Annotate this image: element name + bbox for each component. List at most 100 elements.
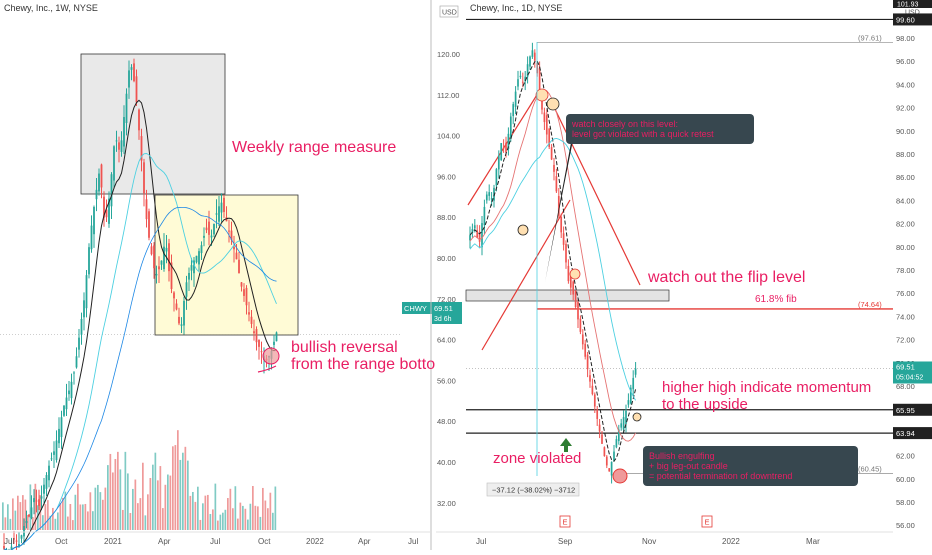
left-volume-bar [237, 518, 239, 530]
right-candle-body [584, 343, 587, 357]
left-volume-bar [227, 498, 229, 530]
right-candle-body [608, 468, 611, 472]
right-candle-body [488, 192, 491, 196]
last-price-value: 69.51 [896, 362, 915, 371]
left-volume-bar [52, 507, 54, 530]
left-candle-body [153, 245, 155, 269]
engulfing-circle [612, 468, 628, 484]
left-price-value: 69.51 [434, 304, 453, 313]
left-candle-body [208, 221, 210, 235]
left-candle-body [83, 300, 85, 318]
right-left-y-tick: 96.00 [437, 172, 456, 181]
last-price-tag [893, 361, 932, 384]
right-x-tick-label: Mar [806, 537, 820, 546]
zone-up-arrow [560, 438, 572, 452]
left-candle-body [203, 235, 205, 238]
left-reversal-underline [257, 365, 277, 373]
left-volume-bar [152, 464, 154, 530]
left-volume-bar [59, 503, 62, 530]
range-box-upper [80, 53, 226, 195]
left-reversal-circle [262, 347, 280, 365]
right-left-y-tick: 88.00 [437, 213, 456, 222]
marker-circle-5 [632, 412, 642, 422]
left-volume-bar [217, 520, 219, 530]
left-candle-body [78, 337, 80, 350]
right-candle-body [591, 385, 594, 395]
left-candle-body [130, 67, 133, 70]
right-y-tick: 90.00 [896, 127, 915, 136]
left-volume-bar [259, 516, 262, 530]
right-candle-body [512, 104, 515, 117]
right-candle-body [565, 243, 567, 263]
right-candle-body [483, 206, 486, 226]
left-candle-body [248, 312, 250, 315]
left-candle-body [20, 535, 23, 539]
left-candle-body [85, 275, 88, 309]
left-volume-bar [79, 504, 82, 530]
right-left-y-tick: 32.00 [437, 499, 456, 508]
left-candle-body [80, 318, 83, 335]
left-x-tick-label: Jul [210, 537, 220, 546]
left-volume-bar [257, 506, 259, 530]
left-ticker-name: CHWY [404, 304, 427, 313]
right-candle-body [469, 235, 471, 241]
left-volume-bar [254, 505, 257, 530]
right-candle-body [562, 233, 565, 245]
left-candle-body [173, 292, 175, 299]
fib-value: (74.64) [858, 300, 882, 309]
left-candle-body [135, 76, 138, 103]
left-candle-body [40, 496, 43, 499]
left-volume-bar [242, 505, 244, 530]
right-candle-body [579, 318, 582, 332]
right-left-y-tick: 80.00 [437, 254, 456, 263]
left-volume-bar [87, 511, 89, 530]
right-candle-body [543, 112, 546, 123]
momentum-line1: higher high indicate momentum [662, 379, 872, 396]
left-volume-bar [102, 499, 104, 530]
left-candle-body [275, 332, 278, 342]
left-candle-body [205, 227, 208, 231]
left-candle-body [55, 440, 58, 461]
right-candle-body [574, 290, 577, 307]
left-volume-bar [89, 492, 92, 530]
level-99-tag [893, 13, 932, 26]
level-63-value: 63.94 [896, 429, 915, 438]
left-volume-bar [207, 494, 209, 530]
left-x-tick-label: Jul [4, 537, 14, 546]
left-volume-bar [22, 495, 24, 530]
left-candle-body [223, 197, 225, 212]
left-volume-bar [124, 451, 127, 530]
left-candle-body [60, 417, 63, 438]
left-candle-body [210, 235, 213, 238]
left-candle-body [100, 164, 103, 188]
left-volume-bar [119, 469, 122, 530]
right-candle-body [507, 133, 510, 150]
left-volume-bar [129, 513, 132, 530]
right-candle-body [538, 68, 541, 92]
left-candle-body [148, 211, 150, 238]
right-candle-body [519, 75, 522, 78]
top-price-tag [893, 0, 932, 8]
left-candle-body [195, 255, 198, 263]
left-volume-bar [219, 514, 222, 530]
left-candle-body [58, 428, 60, 444]
left-volume-bar [4, 517, 7, 530]
left-candle-body [30, 507, 33, 519]
left-candle-body [90, 225, 93, 250]
right-candle-body [557, 196, 560, 217]
left-volume-bar [224, 509, 227, 530]
left-volume-bar [187, 460, 189, 530]
left-candle-body [178, 316, 180, 324]
left-candle-body [108, 198, 110, 224]
right-y-tick: 80.00 [896, 243, 915, 252]
left-volume-bar [44, 504, 47, 530]
channel-line-lower [481, 199, 571, 351]
left-x-tick-label: Apr [358, 537, 371, 546]
usd-box-left [439, 5, 459, 18]
left-candle-body [190, 265, 193, 271]
left-volume-bar [37, 505, 39, 530]
right-candle-body [509, 116, 512, 139]
last-price-countdown: 05:04:52 [896, 374, 923, 381]
level-65-value: 65.95 [896, 406, 915, 415]
right-left-y-tick: 40.00 [437, 458, 456, 467]
